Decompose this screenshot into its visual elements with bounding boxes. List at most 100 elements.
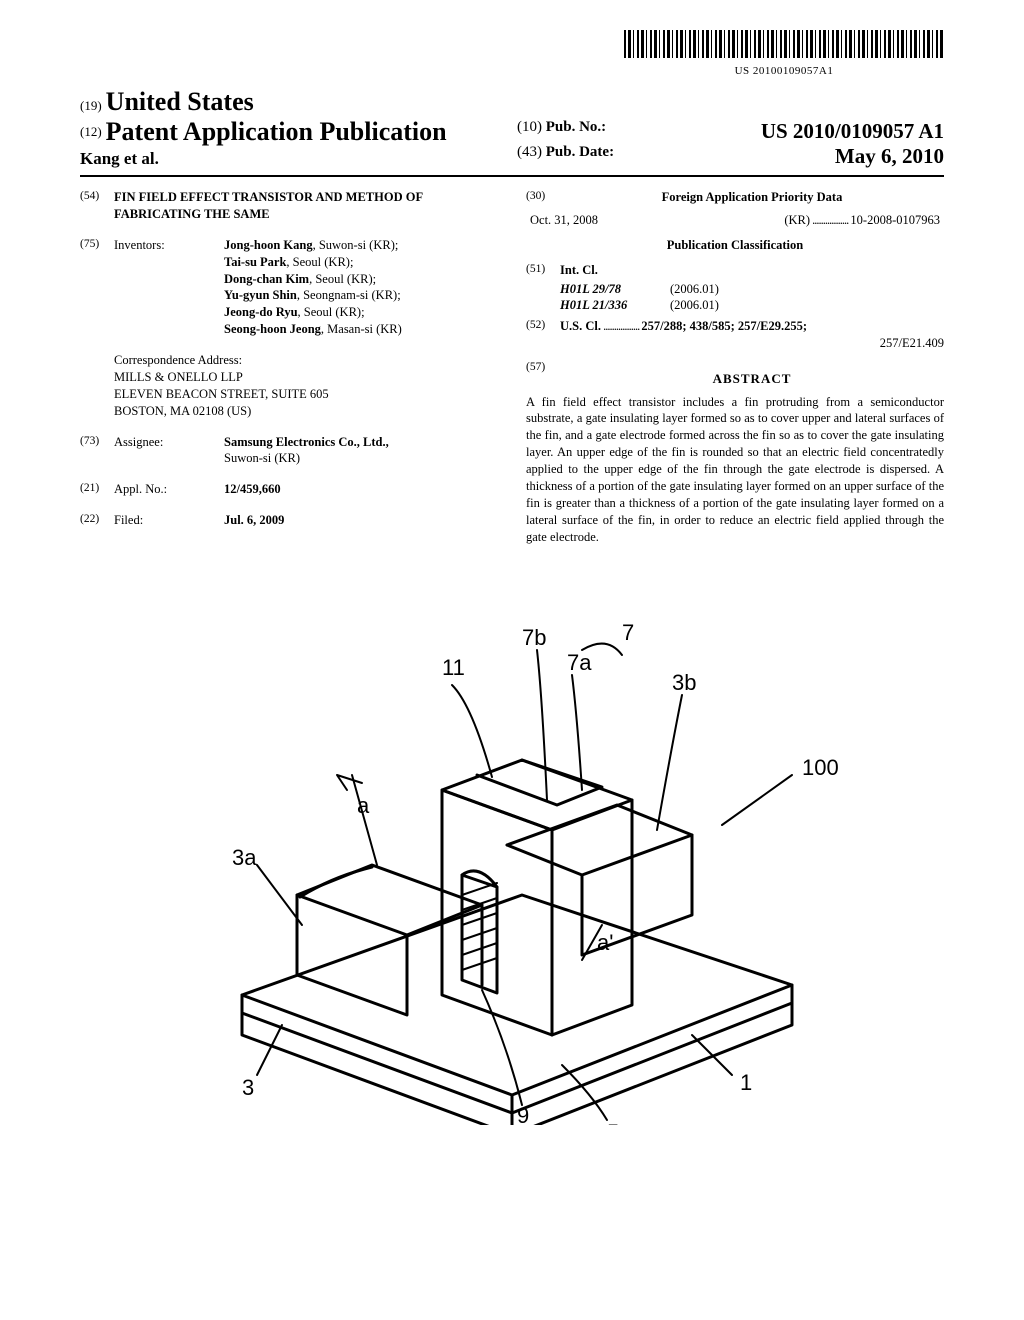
uscl-label: U.S. Cl.	[560, 319, 601, 333]
uscl-value2: 257/E21.409	[526, 335, 944, 352]
foreign-country: (KR)	[784, 213, 810, 227]
assignee-value: Samsung Electronics Co., Ltd., Suwon-si …	[224, 434, 498, 468]
code-12: (12)	[80, 124, 102, 139]
foreign-appno: 10-2008-0107963	[850, 213, 940, 227]
fig-label-a: a	[357, 793, 370, 818]
applno-row: (21) Appl. No.: 12/459,660	[80, 481, 498, 498]
right-column: (30) Foreign Application Priority Data O…	[526, 189, 944, 545]
fig-label-9: 9	[517, 1103, 529, 1125]
code-30: (30)	[526, 189, 560, 206]
fig-label-11: 11	[442, 655, 465, 680]
patent-figure: 11 7b 7a 7 3b 100 3a a a' 9 3 5 1	[152, 565, 872, 1125]
inventor-name: Tai-su Park	[224, 255, 286, 269]
inventor-name: Yu-gyun Shin	[224, 288, 297, 302]
intcl-code-2: H01L 21/336	[560, 297, 670, 314]
uscl-row: (52) U.S. Cl. 257/288; 438/585; 257/E29.…	[526, 318, 944, 335]
fig-label-100: 100	[802, 755, 839, 780]
foreign-header-row: (30) Foreign Application Priority Data	[526, 189, 944, 206]
uscl-value: 257/288; 438/585; 257/E29.255;	[641, 319, 807, 333]
code-10: (10)	[517, 119, 542, 135]
patent-page: US 20100109057A1 (19) United States (12)…	[0, 0, 1024, 1170]
inventors-list: Jong-hoon Kang, Suwon-si (KR); Tai-su Pa…	[224, 237, 498, 338]
fig-label-1: 1	[740, 1070, 752, 1095]
fig-label-a-prime: a'	[597, 930, 613, 955]
code-19: (19)	[80, 98, 102, 113]
inventor-name: Jeong-do Ryu	[224, 305, 298, 319]
pubno-value: US 2010/0109057 A1	[761, 119, 944, 144]
figure-area: 11 7b 7a 7 3b 100 3a a a' 9 3 5 1	[80, 565, 944, 1130]
invention-title: FIN FIELD EFFECT TRANSISTOR AND METHOD O…	[114, 189, 498, 223]
corr-line3: BOSTON, MA 02108 (US)	[114, 403, 498, 420]
assignee-row: (73) Assignee: Samsung Electronics Co., …	[80, 434, 498, 468]
left-column: (54) FIN FIELD EFFECT TRANSISTOR AND MET…	[80, 189, 498, 545]
foreign-title: Foreign Application Priority Data	[560, 189, 944, 206]
pubdate-label: Pub. Date:	[546, 144, 614, 160]
assignee-label: Assignee:	[114, 434, 224, 468]
foreign-data-row: Oct. 31, 2008 (KR) 10-2008-0107963	[526, 212, 944, 229]
applno-label: Appl. No.:	[114, 481, 224, 498]
inventor-loc: , Seoul (KR);	[286, 255, 353, 269]
intcl-block: H01L 29/78 (2006.01) H01L 21/336 (2006.0…	[560, 281, 944, 315]
inventor-loc: , Seoul (KR);	[309, 272, 376, 286]
filed-row: (22) Filed: Jul. 6, 2009	[80, 512, 498, 529]
inventor-loc: , Seongnam-si (KR);	[297, 288, 401, 302]
inventor-loc: , Seoul (KR);	[298, 305, 365, 319]
inventors-label: Inventors:	[114, 237, 224, 338]
fig-label-3b: 3b	[672, 670, 696, 695]
doc-type-title: Patent Application Publication	[106, 117, 447, 146]
code-43: (43)	[517, 144, 542, 160]
foreign-date: Oct. 31, 2008	[530, 212, 598, 229]
inventor-name: Seong-hoon Jeong	[224, 322, 321, 336]
country-title: United States	[106, 87, 254, 116]
applno-value: 12/459,660	[224, 482, 281, 496]
barcode-block: US 20100109057A1	[80, 30, 944, 79]
code-22: (22)	[80, 512, 114, 529]
abstract-text: A fin field effect transistor includes a…	[526, 394, 944, 546]
authors-short: Kang et al.	[80, 149, 507, 169]
intcl-ver-2: (2006.01)	[670, 297, 719, 314]
code-51: (51)	[526, 262, 560, 279]
code-75: (75)	[80, 237, 114, 338]
title-row: (54) FIN FIELD EFFECT TRANSISTOR AND MET…	[80, 189, 498, 223]
inventor-name: Dong-chan Kim	[224, 272, 309, 286]
pubclass-title: Publication Classification	[526, 237, 944, 254]
fig-label-5: 5	[607, 1120, 619, 1125]
corr-line1: MILLS & ONELLO LLP	[114, 369, 498, 386]
fig-label-7b: 7b	[522, 625, 546, 650]
fig-label-3: 3	[242, 1075, 254, 1100]
abstract-title: ABSTRACT	[560, 370, 944, 388]
inventor-loc: , Masan-si (KR)	[321, 322, 402, 336]
header-row: (19) United States (12) Patent Applicati…	[80, 87, 944, 169]
intcl-ver-1: (2006.01)	[670, 281, 719, 298]
dots-leader	[810, 213, 850, 227]
barcode-number: US 20100109057A1	[624, 65, 944, 77]
header-left: (19) United States (12) Patent Applicati…	[80, 87, 507, 169]
intcl-row: (51) Int. Cl.	[526, 262, 944, 279]
pubno-label: Pub. No.:	[546, 119, 606, 135]
code-57: (57)	[526, 360, 560, 394]
code-73: (73)	[80, 434, 114, 468]
body-columns: (54) FIN FIELD EFFECT TRANSISTOR AND MET…	[80, 189, 944, 545]
fig-label-7: 7	[622, 620, 634, 645]
fig-label-3a: 3a	[232, 845, 257, 870]
barcode-graphic	[624, 30, 944, 58]
header-rule	[80, 175, 944, 177]
inventor-name: Jong-hoon Kang	[224, 238, 313, 252]
filed-value: Jul. 6, 2009	[224, 513, 284, 527]
inventors-row: (75) Inventors: Jong-hoon Kang, Suwon-si…	[80, 237, 498, 338]
filed-label: Filed:	[114, 512, 224, 529]
intcl-code-1: H01L 29/78	[560, 281, 670, 298]
abstract-header: (57) ABSTRACT	[526, 360, 944, 394]
code-52: (52)	[526, 318, 560, 335]
pubdate-value: May 6, 2010	[835, 144, 944, 169]
dots-leader	[601, 319, 641, 333]
corr-line2: ELEVEN BEACON STREET, SUITE 605	[114, 386, 498, 403]
code-21: (21)	[80, 481, 114, 498]
fig-label-7a: 7a	[567, 650, 592, 675]
code-54: (54)	[80, 189, 114, 223]
header-right: (10) Pub. No.: US 2010/0109057 A1 (43) P…	[507, 119, 944, 169]
correspondence-block: Correspondence Address: MILLS & ONELLO L…	[114, 352, 498, 420]
corr-label: Correspondence Address:	[114, 352, 498, 369]
intcl-label: Int. Cl.	[560, 263, 598, 277]
inventor-loc: , Suwon-si (KR);	[313, 238, 399, 252]
